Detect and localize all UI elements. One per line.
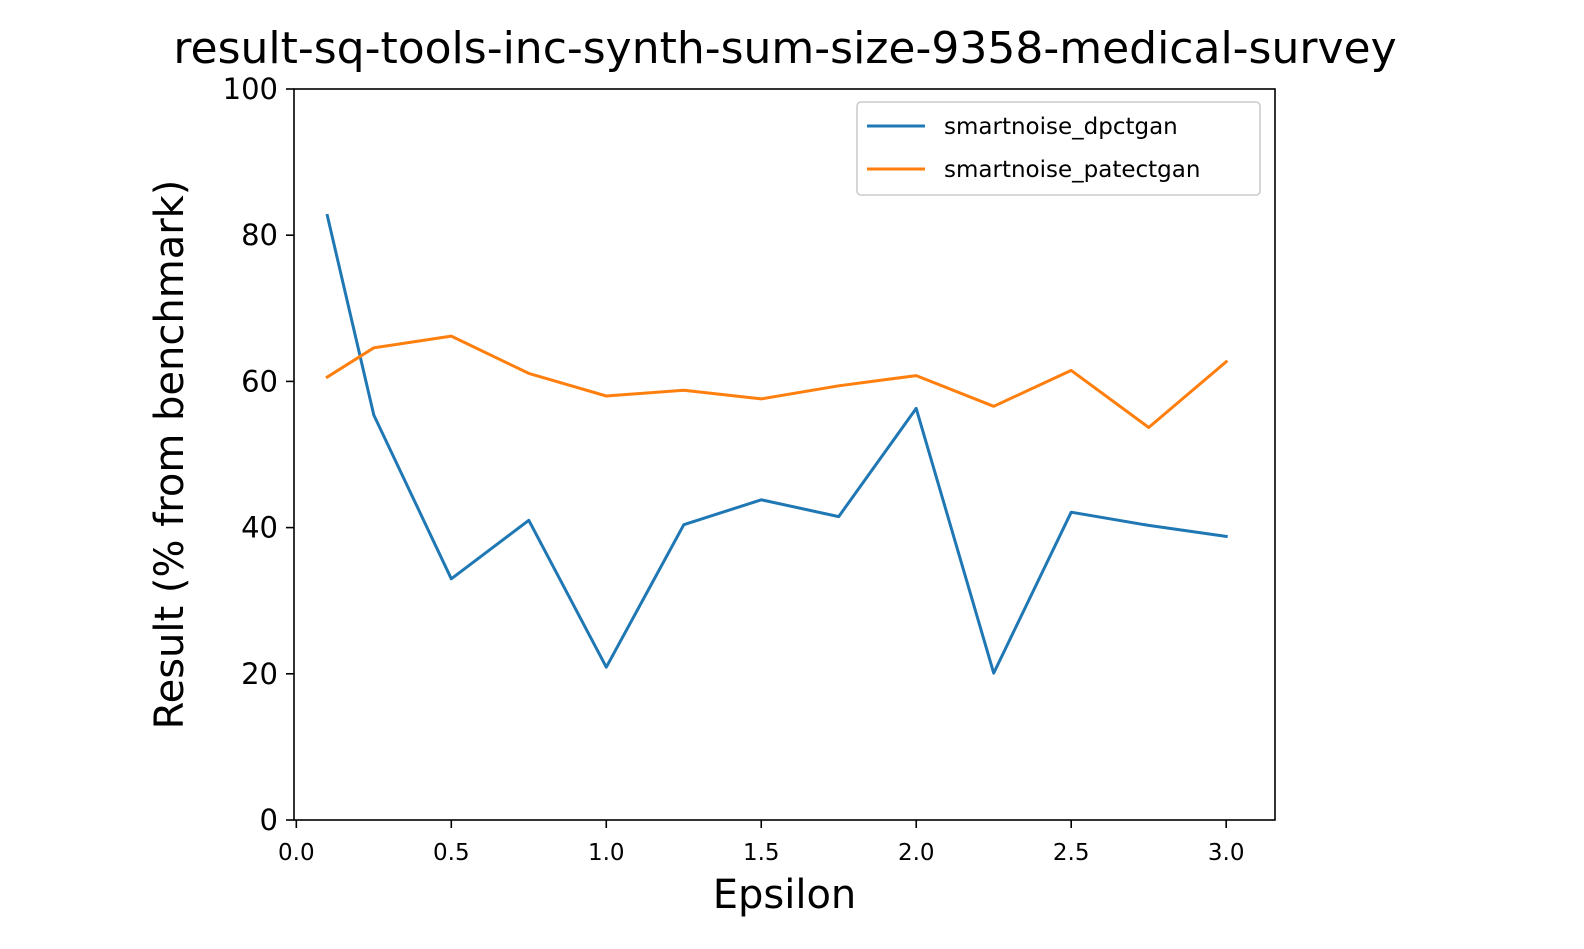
legend: smartnoise_dpctgan smartnoise_patectgan bbox=[856, 101, 1261, 196]
series-line-smartnoise-dpctgan bbox=[325, 213, 1228, 675]
y-tick-label: 60 bbox=[241, 364, 278, 398]
series-line-smartnoise-patectgan bbox=[325, 334, 1229, 429]
x-tick-label: 0.0 bbox=[278, 840, 315, 866]
x-tick-label: 0.5 bbox=[433, 840, 470, 866]
chart-title: result-sq-tools-inc-synth-sum-size-9358-… bbox=[173, 23, 1396, 74]
x-axis: 0.0 0.5 1.0 1.5 2.0 2.5 3.0 bbox=[278, 820, 1244, 866]
legend-frame bbox=[856, 101, 1261, 196]
y-axis-label: Result (% from benchmark) bbox=[147, 180, 193, 730]
y-tick-label: 80 bbox=[241, 218, 278, 252]
x-tick-label: 3.0 bbox=[1208, 840, 1245, 866]
x-tick-label: 1.5 bbox=[743, 840, 780, 866]
y-tick-label: 40 bbox=[241, 511, 278, 545]
y-tick-label: 100 bbox=[223, 72, 278, 106]
y-tick-label: 0 bbox=[260, 803, 278, 837]
x-axis-label: Epsilon bbox=[713, 872, 857, 918]
plot-frame bbox=[293, 88, 1276, 821]
x-tick-label: 2.0 bbox=[898, 840, 935, 866]
y-tick-label: 20 bbox=[241, 657, 278, 691]
x-tick-label: 1.0 bbox=[588, 840, 625, 866]
y-axis: 0 20 40 60 80 100 bbox=[223, 72, 294, 837]
x-tick-label: 2.5 bbox=[1053, 840, 1090, 866]
legend-label: smartnoise_patectgan bbox=[944, 157, 1200, 183]
plot-area bbox=[325, 213, 1229, 675]
legend-label: smartnoise_dpctgan bbox=[944, 114, 1178, 140]
